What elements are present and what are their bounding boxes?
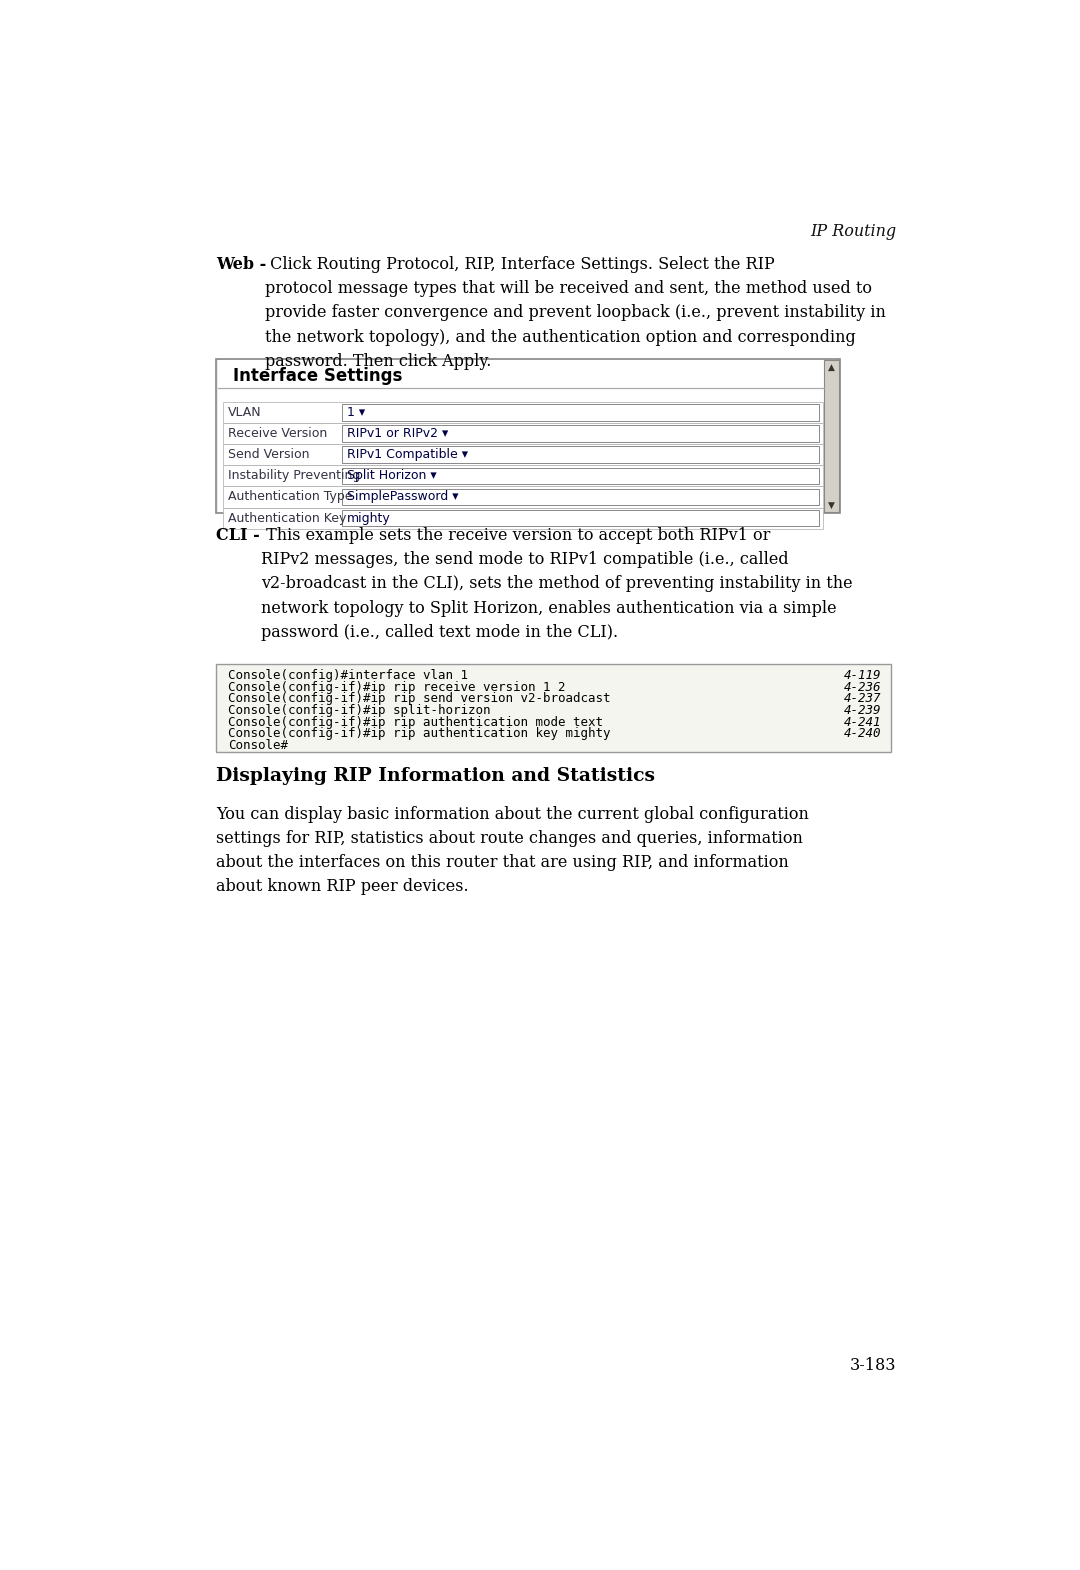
Text: Instability Preventing: Instability Preventing xyxy=(228,469,361,482)
Text: ▼: ▼ xyxy=(828,501,835,510)
Text: You can display basic information about the current global configuration
setting: You can display basic information about … xyxy=(216,805,809,895)
Text: Console(config-if)#ip rip authentication key mighty: Console(config-if)#ip rip authentication… xyxy=(228,727,610,741)
Bar xyxy=(222,487,823,507)
Text: 4-236: 4-236 xyxy=(843,681,881,694)
Bar xyxy=(217,361,824,512)
Text: Console#: Console# xyxy=(228,739,288,752)
Text: Authentication Type: Authentication Type xyxy=(228,490,352,504)
Bar xyxy=(342,403,820,421)
Bar xyxy=(342,488,820,506)
Text: 4-119: 4-119 xyxy=(843,669,881,681)
Bar xyxy=(222,444,823,465)
Bar xyxy=(824,361,839,512)
Text: Send Version: Send Version xyxy=(228,447,310,462)
Text: 1 ▾: 1 ▾ xyxy=(348,405,365,419)
Bar xyxy=(342,468,820,484)
Bar xyxy=(222,422,823,444)
Text: Interface Settings: Interface Settings xyxy=(233,367,403,385)
Text: IP Routing: IP Routing xyxy=(810,223,896,240)
Bar xyxy=(342,446,820,463)
Text: 3-183: 3-183 xyxy=(850,1356,896,1374)
Bar xyxy=(222,402,823,422)
Bar xyxy=(216,664,891,752)
Bar xyxy=(216,360,840,513)
Text: CLI -: CLI - xyxy=(216,528,260,545)
Text: Web -: Web - xyxy=(216,256,267,273)
Text: Split Horizon ▾: Split Horizon ▾ xyxy=(348,469,437,482)
Text: Console(config-if)#ip rip send version v2-broadcast: Console(config-if)#ip rip send version v… xyxy=(228,692,610,705)
Text: Authentication Key: Authentication Key xyxy=(228,512,347,524)
Text: 4-237: 4-237 xyxy=(843,692,881,705)
Bar xyxy=(222,507,823,529)
Text: RIPv1 Compatible ▾: RIPv1 Compatible ▾ xyxy=(348,447,469,462)
Text: Console(config-if)#ip rip authentication mode text: Console(config-if)#ip rip authentication… xyxy=(228,716,603,728)
Bar xyxy=(222,465,823,487)
Bar xyxy=(342,425,820,441)
Bar xyxy=(342,510,820,526)
Text: RIPv1 or RIPv2 ▾: RIPv1 or RIPv2 ▾ xyxy=(348,427,448,440)
Text: Console(config-if)#ip split-horizon: Console(config-if)#ip split-horizon xyxy=(228,703,490,717)
Text: VLAN: VLAN xyxy=(228,405,261,419)
Text: Displaying RIP Information and Statistics: Displaying RIP Information and Statistic… xyxy=(216,768,656,785)
Text: SimplePassword ▾: SimplePassword ▾ xyxy=(348,490,459,504)
Text: ▲: ▲ xyxy=(828,363,835,372)
Text: 4-241: 4-241 xyxy=(843,716,881,728)
Text: mighty: mighty xyxy=(348,512,391,524)
Text: Console(config-if)#ip rip receive version 1 2: Console(config-if)#ip rip receive versio… xyxy=(228,681,566,694)
Text: 4-240: 4-240 xyxy=(843,727,881,741)
Text: Console(config)#interface vlan 1: Console(config)#interface vlan 1 xyxy=(228,669,468,681)
Text: Click Routing Protocol, RIP, Interface Settings. Select the RIP
protocol message: Click Routing Protocol, RIP, Interface S… xyxy=(266,256,886,371)
Text: 4-239: 4-239 xyxy=(843,703,881,717)
Text: Receive Version: Receive Version xyxy=(228,427,327,440)
Text: This example sets the receive version to accept both RIPv1 or
RIPv2 messages, th: This example sets the receive version to… xyxy=(260,528,852,641)
